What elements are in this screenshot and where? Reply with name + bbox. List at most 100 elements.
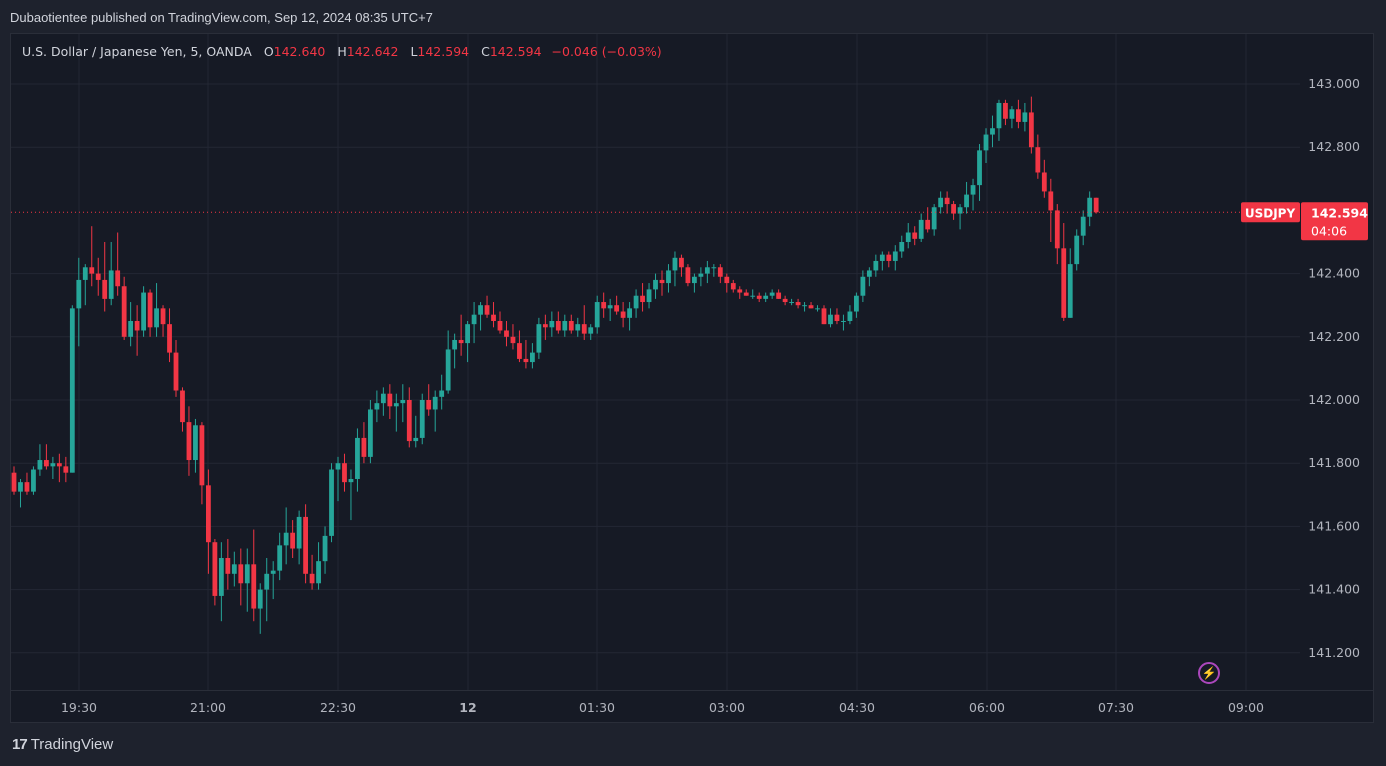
candle-up <box>970 185 976 195</box>
candle-down <box>944 197 950 205</box>
candle-down <box>510 336 516 344</box>
candle-down <box>89 267 95 274</box>
candle-down <box>167 324 172 353</box>
candle-up <box>802 305 807 307</box>
candle-up <box>50 463 56 467</box>
candle-up <box>439 390 445 397</box>
candle-up <box>244 564 250 584</box>
candle-down <box>776 292 782 299</box>
candle-down <box>1093 197 1099 213</box>
candle-up <box>76 279 82 309</box>
chart-grid <box>11 34 1300 690</box>
candle-up <box>368 409 373 457</box>
price-tick-label: 142.200 <box>1308 329 1360 344</box>
candle-down <box>44 460 49 467</box>
candle-down <box>1041 172 1047 192</box>
price-tick-label: 141.600 <box>1308 518 1360 533</box>
lightning-icon[interactable]: ⚡ <box>1198 662 1220 684</box>
candle-up <box>873 260 879 271</box>
time-axis: 19:30 21:00 22:30 12 01:30 03:00 04:30 06:00 07:… <box>61 700 1264 715</box>
candle-up <box>82 267 88 280</box>
candle-up <box>536 324 542 353</box>
legend-symbol: U.S. Dollar / Japanese Yen, 5, OANDA <box>22 44 252 59</box>
price-axis: 143.000 142.800 142.400 142.200 142.000 141.8… <box>1308 76 1360 660</box>
candle-down <box>173 352 179 391</box>
candle-down <box>737 289 743 293</box>
candle-down <box>925 219 931 230</box>
candle-down <box>542 324 548 328</box>
candle-up <box>1087 197 1093 217</box>
price-tick-label: 141.200 <box>1308 645 1360 660</box>
candle-up <box>348 479 354 483</box>
time-tick-label: 12 <box>459 700 476 715</box>
candle-up <box>588 327 594 334</box>
candle-up <box>990 128 995 135</box>
candle-down <box>808 305 814 309</box>
candle-down <box>951 204 956 214</box>
candle-down <box>134 321 140 331</box>
candle-up <box>264 573 270 590</box>
price-tag <box>1301 202 1368 241</box>
candle-up <box>37 460 43 470</box>
candle-up <box>432 396 438 410</box>
candle-down <box>640 295 645 303</box>
candle-up <box>769 292 775 296</box>
candle-up <box>154 308 159 328</box>
candle-up <box>918 219 924 239</box>
time-axis-divider <box>10 690 1374 691</box>
candle-down <box>361 437 367 457</box>
candle-down <box>1028 112 1034 148</box>
candle-up <box>828 314 833 325</box>
tradingview-footer[interactable]: 17 TradingView <box>12 736 113 753</box>
candle-down <box>730 283 736 290</box>
candle-down <box>886 254 892 261</box>
legend-change: −0.046 (−0.03%) <box>551 44 662 59</box>
candle-down <box>212 542 218 596</box>
candle-down <box>238 564 244 584</box>
symbol-tag-label: USDJPY <box>1245 206 1296 220</box>
candle-down <box>102 279 108 299</box>
price-tick-label: 142.000 <box>1308 392 1360 407</box>
candle-up <box>1074 235 1080 265</box>
price-tick-label: 141.400 <box>1308 582 1360 597</box>
price-tick-label: 142.800 <box>1308 139 1360 154</box>
candle-up <box>141 292 146 331</box>
legend-close-value: 142.594 <box>489 44 542 59</box>
candle-down <box>601 302 607 309</box>
time-tick-label: 07:30 <box>1098 700 1134 715</box>
candle-up <box>283 532 289 546</box>
candle-up <box>471 314 477 325</box>
legend-open-value: 142.640 <box>273 44 326 59</box>
chart-pane[interactable] <box>10 33 1374 723</box>
candle-down <box>497 321 503 331</box>
publisher-caption: Dubaotientee published on TradingView.co… <box>10 10 433 25</box>
price-tick-label: 142.400 <box>1308 266 1360 281</box>
candle-down <box>1035 147 1041 173</box>
symbol-legend[interactable]: U.S. Dollar / Japanese Yen, 5, OANDA O14… <box>22 44 662 59</box>
candle-down <box>912 232 918 239</box>
candle-up <box>413 437 419 442</box>
candle-up <box>692 276 697 284</box>
candle-up <box>789 302 794 304</box>
candle-up <box>931 207 937 230</box>
candle-down <box>1048 191 1054 211</box>
candle-down <box>63 466 69 473</box>
price-tag-countdown: 04:06 <box>1311 223 1347 238</box>
candle-up <box>866 270 872 277</box>
candle-down <box>484 305 490 315</box>
tradingview-brand: TradingView <box>30 736 114 753</box>
time-tick-label: 06:00 <box>969 700 1005 715</box>
candle-down <box>1003 102 1008 119</box>
candle-up <box>1009 109 1015 119</box>
candle-down <box>11 472 17 492</box>
candle-down <box>1016 109 1021 122</box>
candle-down <box>717 267 723 277</box>
legend-high-value: 142.642 <box>346 44 399 59</box>
candle-down <box>186 422 192 461</box>
candle-up <box>711 267 717 269</box>
candle-up <box>257 589 263 609</box>
candle-up <box>355 437 360 479</box>
tradingview-logo-icon: 17 <box>12 736 28 753</box>
candle-down <box>115 270 121 287</box>
